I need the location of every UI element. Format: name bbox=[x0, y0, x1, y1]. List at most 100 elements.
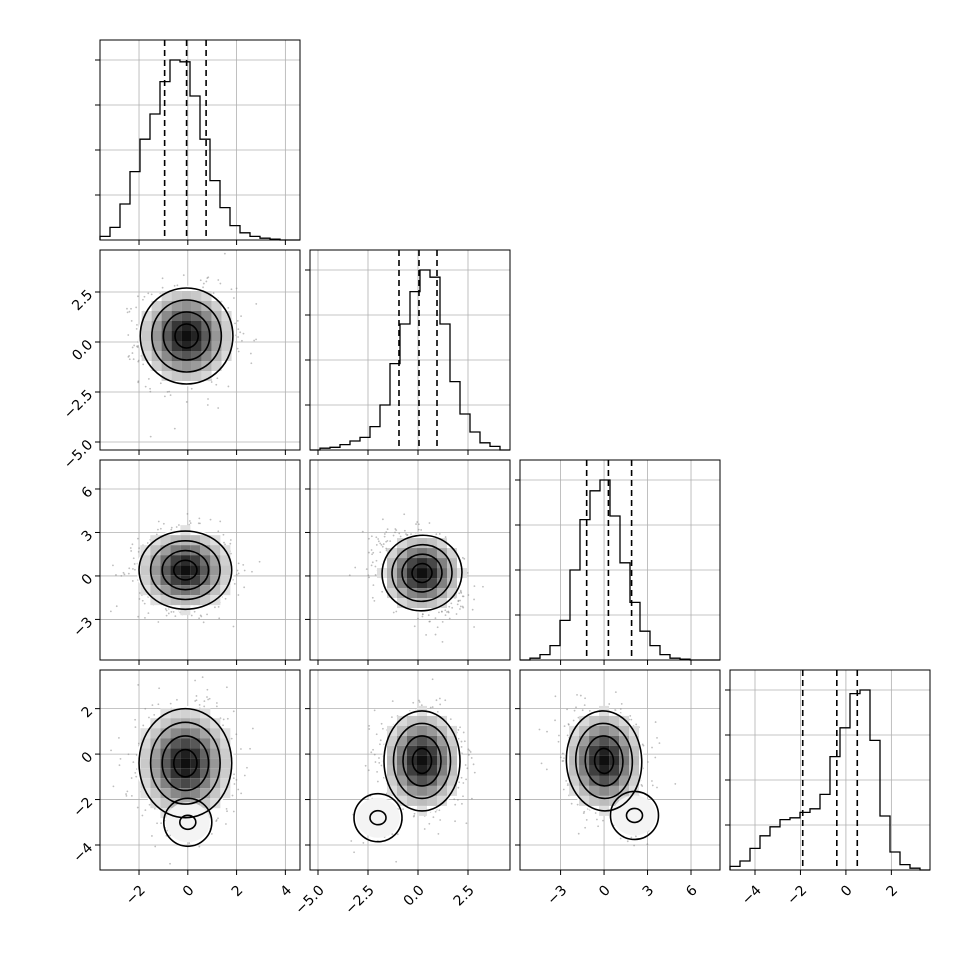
density-cell bbox=[191, 341, 202, 351]
density-cell bbox=[397, 715, 407, 726]
density-cell bbox=[140, 728, 151, 739]
scatter-point bbox=[130, 307, 132, 310]
density-cell bbox=[200, 585, 211, 596]
scatter-point bbox=[427, 614, 430, 617]
scatter-point bbox=[222, 724, 224, 727]
scatter-point bbox=[385, 531, 388, 533]
scatter-point bbox=[395, 610, 398, 613]
density-cell bbox=[397, 598, 407, 609]
density-cell bbox=[387, 775, 397, 786]
density-cell bbox=[180, 525, 191, 536]
density-cell bbox=[181, 371, 192, 381]
density-cell bbox=[160, 565, 171, 576]
scatter-point bbox=[155, 533, 158, 536]
scatter-point bbox=[469, 751, 472, 753]
scatter-point bbox=[237, 788, 240, 791]
density-cell bbox=[150, 728, 161, 739]
scatter-point bbox=[243, 569, 246, 572]
hist-panel-3 bbox=[725, 669, 931, 875]
scatter-point bbox=[466, 767, 469, 770]
density-cell bbox=[407, 735, 417, 746]
density-cell bbox=[427, 558, 437, 569]
density-cell bbox=[171, 331, 182, 341]
scatter-point bbox=[122, 571, 125, 574]
scatter-point bbox=[421, 615, 424, 618]
scatter-point bbox=[370, 549, 373, 551]
density-cell bbox=[180, 748, 191, 759]
scatter-point bbox=[134, 568, 136, 571]
density-cell bbox=[161, 351, 172, 361]
scatter-point bbox=[226, 810, 228, 813]
scatter-point bbox=[143, 295, 146, 298]
scatter-point bbox=[458, 592, 461, 595]
scatter-point bbox=[215, 383, 218, 386]
scatter-point bbox=[373, 753, 376, 756]
scatter-point bbox=[236, 319, 239, 322]
scatter-point bbox=[169, 702, 172, 705]
density-cell bbox=[417, 598, 427, 609]
scatter-point bbox=[455, 613, 458, 615]
density-cell bbox=[190, 545, 201, 556]
scatter-point bbox=[135, 327, 138, 330]
scatter-point bbox=[194, 679, 196, 682]
density-cell bbox=[180, 778, 191, 789]
density-cell bbox=[170, 758, 181, 769]
scatter-point bbox=[206, 404, 209, 406]
scatter-point bbox=[439, 819, 442, 821]
density-cell bbox=[407, 725, 417, 736]
scatter-point bbox=[164, 608, 167, 610]
density-cell bbox=[407, 598, 417, 609]
scatter-point bbox=[161, 286, 164, 289]
scatter-point bbox=[438, 611, 440, 614]
scatter-point bbox=[123, 573, 126, 576]
density-cell bbox=[181, 361, 192, 371]
scatter-point bbox=[157, 621, 160, 623]
density-cell bbox=[387, 745, 397, 756]
density-cell bbox=[220, 565, 231, 576]
panel-content bbox=[100, 460, 300, 660]
scatter-point bbox=[381, 518, 384, 521]
density-cell bbox=[397, 795, 407, 806]
density-cell bbox=[211, 301, 222, 311]
scatter-point bbox=[230, 552, 232, 555]
density-cell bbox=[210, 718, 221, 729]
scatter-point bbox=[159, 527, 162, 530]
density-cell bbox=[417, 745, 427, 756]
scatter-point bbox=[208, 697, 211, 700]
density-cell bbox=[211, 351, 222, 361]
density-cell bbox=[201, 311, 212, 321]
scatter-point bbox=[190, 387, 193, 390]
scatter-point bbox=[377, 540, 380, 543]
scatter-point bbox=[195, 695, 198, 697]
density-cell bbox=[220, 738, 231, 749]
scatter-point bbox=[126, 307, 128, 310]
density-cell bbox=[150, 555, 161, 566]
density-cell bbox=[141, 331, 152, 341]
density-cell bbox=[210, 768, 221, 779]
scatter-point bbox=[129, 547, 132, 549]
scatter-point bbox=[391, 833, 394, 835]
density-cell bbox=[397, 775, 407, 786]
density-cell bbox=[211, 311, 222, 321]
scatter-point bbox=[147, 378, 150, 380]
scatter-point bbox=[142, 724, 145, 727]
scatter-point bbox=[223, 541, 225, 544]
density-cell bbox=[220, 555, 231, 566]
scatter-point bbox=[130, 550, 133, 552]
contour-level-1 bbox=[161, 735, 210, 792]
scatter-point bbox=[144, 809, 147, 811]
panel-content bbox=[310, 460, 510, 660]
scatter-point bbox=[412, 815, 415, 818]
scatter-point bbox=[473, 771, 476, 774]
density-cell bbox=[181, 291, 192, 301]
scatter-point bbox=[448, 617, 451, 620]
density-cell bbox=[190, 595, 201, 606]
scatter-point bbox=[132, 358, 135, 361]
scatter-point bbox=[459, 608, 461, 610]
scatter-point bbox=[229, 539, 232, 541]
density-cell bbox=[170, 768, 181, 779]
scatter-point bbox=[217, 605, 220, 608]
density-cell bbox=[397, 765, 407, 776]
scatter-point bbox=[428, 822, 431, 825]
scatter-point bbox=[471, 608, 474, 611]
